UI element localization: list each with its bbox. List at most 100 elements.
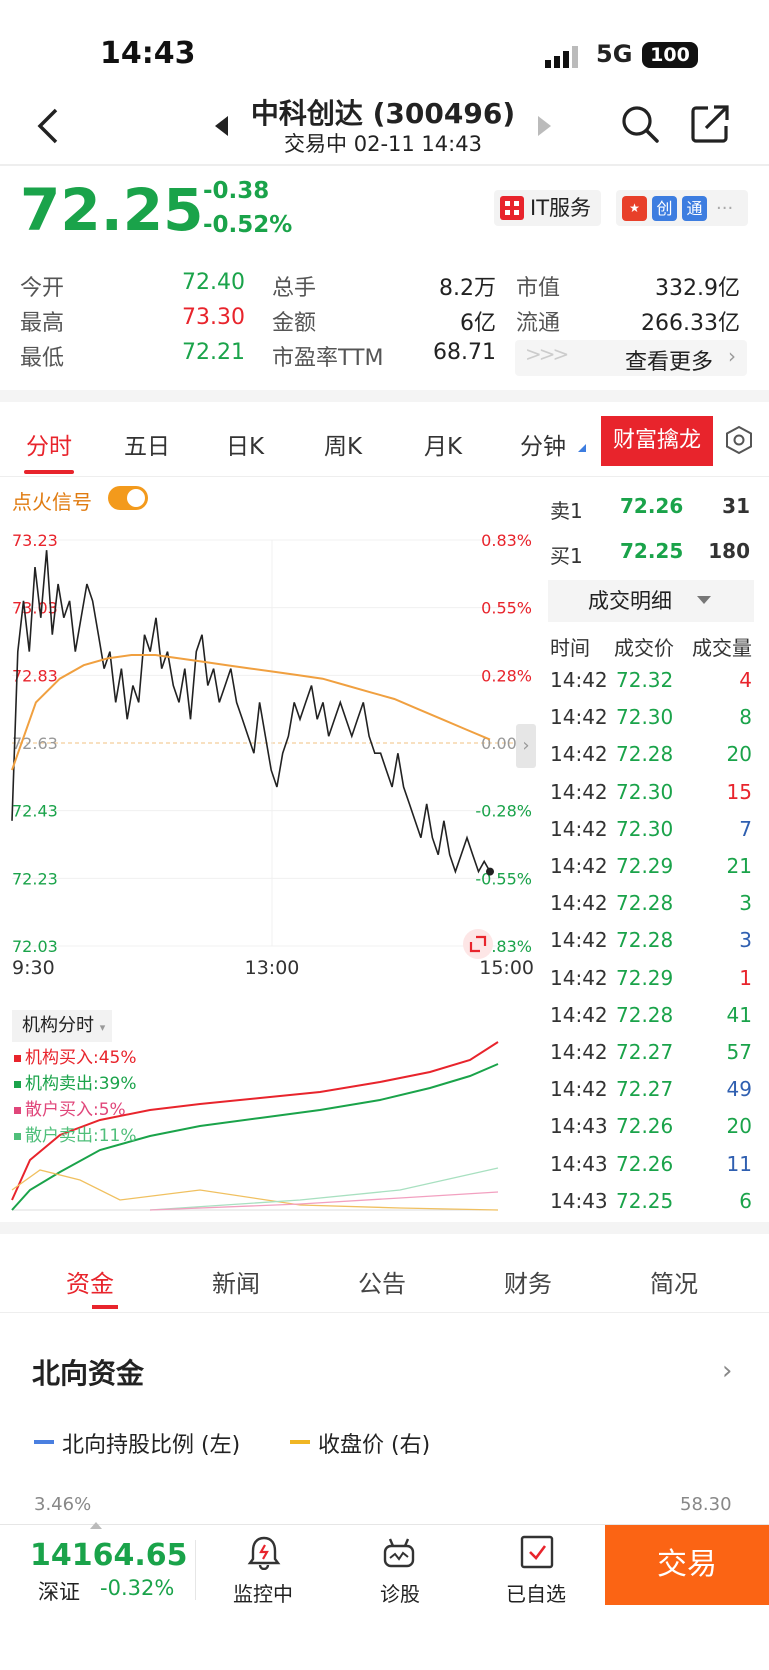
trade-volume: 1 bbox=[739, 965, 752, 990]
last-price-dot bbox=[486, 867, 494, 876]
network-type: 5G bbox=[596, 40, 633, 68]
share-icon[interactable] bbox=[690, 104, 730, 144]
robot-icon[interactable] bbox=[380, 1534, 418, 1570]
fortune-button[interactable]: 财富擒龙 bbox=[601, 416, 713, 466]
section-band bbox=[0, 1222, 769, 1234]
more-icon: ··· bbox=[716, 197, 734, 219]
info-tab[interactable]: 公告 bbox=[358, 1270, 406, 1298]
trade-price: 72.28 bbox=[616, 742, 674, 767]
trade-button[interactable]: 交易 bbox=[605, 1525, 769, 1605]
northbound-title: 北向资金 bbox=[32, 1357, 145, 1390]
info-tab[interactable]: 简况 bbox=[650, 1270, 698, 1298]
trade-time: 14:42 bbox=[550, 779, 608, 804]
back-icon[interactable] bbox=[34, 106, 64, 146]
nav-diagnose[interactable]: 诊股 bbox=[380, 1582, 420, 1606]
price-line bbox=[11, 550, 491, 875]
trade-price: 72.32 bbox=[616, 668, 674, 692]
legend-text: 机构买入:45% bbox=[25, 1048, 137, 1068]
trade-volume: 21 bbox=[726, 854, 752, 878]
ask-volume: 31 bbox=[722, 494, 750, 518]
nav-monitor[interactable]: 监控中 bbox=[233, 1582, 293, 1606]
col-price: 成交价 bbox=[614, 636, 674, 660]
concept-tags[interactable]: ★ 创 通 ··· bbox=[616, 190, 748, 226]
stat-value: 266.33亿 bbox=[641, 311, 740, 336]
chinext-tag: 创 bbox=[652, 195, 677, 221]
bid-price: 72.25 bbox=[620, 539, 684, 563]
next-stock-icon[interactable] bbox=[538, 116, 551, 136]
signal-toggle[interactable] bbox=[108, 486, 148, 510]
stat-label: 市盈率TTM bbox=[272, 346, 384, 371]
y-tick-label-left: 72.83 bbox=[12, 666, 58, 685]
caret-up-icon bbox=[90, 1522, 102, 1529]
retail-buy-line-b bbox=[149, 1191, 499, 1211]
industry-tag[interactable]: IT服务 bbox=[494, 190, 602, 226]
info-tab[interactable]: 资金 bbox=[66, 1270, 114, 1298]
inst-dropdown[interactable]: 机构分时 ▾ bbox=[12, 1010, 112, 1042]
chart-tab[interactable]: 日K bbox=[226, 434, 265, 460]
trade-volume: 4 bbox=[739, 668, 752, 692]
trade-time: 14:42 bbox=[550, 965, 608, 990]
nav-watchlist[interactable]: 已自选 bbox=[506, 1582, 566, 1606]
y-tick-label-right: 0.83% bbox=[481, 531, 532, 550]
trade-time: 14:43 bbox=[550, 1114, 608, 1139]
x-tick-label: 15:00 bbox=[479, 957, 534, 979]
settings-icon[interactable] bbox=[724, 425, 754, 455]
intraday-chart[interactable]: 73.2373.0372.8372.6372.4372.2372.030.83%… bbox=[0, 520, 545, 980]
chart-tab[interactable]: 五日 bbox=[124, 434, 170, 460]
trade-price: 72.30 bbox=[616, 705, 674, 730]
inst-legend-item: 机构买入:45% bbox=[14, 1043, 137, 1068]
trade-price: 72.30 bbox=[616, 779, 674, 804]
trade-price: 72.28 bbox=[616, 1002, 674, 1027]
legend-swatch bbox=[14, 1132, 21, 1140]
expand-icon[interactable] bbox=[462, 928, 494, 960]
prev-stock-icon[interactable] bbox=[215, 116, 228, 136]
y-tick-label-right: 0.55% bbox=[481, 599, 532, 618]
legend-swatch bbox=[14, 1080, 21, 1088]
avg-price-line bbox=[11, 654, 491, 771]
chart-tab[interactable]: 分时 bbox=[26, 434, 72, 460]
trade-volume: 20 bbox=[726, 1114, 752, 1139]
trade-price: 72.29 bbox=[616, 965, 674, 990]
trade-volume: 49 bbox=[726, 1077, 752, 1102]
legend-swatch bbox=[14, 1054, 21, 1062]
inst-dropdown-label: 机构分时 bbox=[22, 1015, 94, 1036]
watchlist-check-icon[interactable] bbox=[518, 1534, 556, 1570]
legend-swatch bbox=[14, 1106, 21, 1114]
see-more-button[interactable] bbox=[515, 340, 747, 376]
stat-label: 总手 bbox=[272, 276, 317, 301]
stat-value: 72.21 bbox=[182, 340, 245, 365]
info-tab[interactable]: 新闻 bbox=[212, 1270, 260, 1298]
info-tab[interactable]: 财务 bbox=[504, 1270, 552, 1298]
y-tick-label-left: 72.03 bbox=[12, 937, 58, 956]
trade-time: 14:42 bbox=[550, 1040, 608, 1064]
col-volume: 成交量 bbox=[692, 636, 752, 660]
connect-tag: 通 bbox=[682, 195, 707, 221]
index-value[interactable]: 14164.65 bbox=[30, 1538, 188, 1573]
inst-legend-item: 散户买入:5% bbox=[14, 1095, 126, 1120]
y-tick-label-left: 72.23 bbox=[12, 869, 58, 888]
search-icon[interactable] bbox=[620, 104, 660, 144]
trade-price: 72.26 bbox=[616, 1151, 674, 1176]
chart-tab[interactable]: 分钟 bbox=[520, 434, 566, 460]
trade-time: 14:42 bbox=[550, 668, 608, 692]
legend-text: 机构卖出:39% bbox=[25, 1074, 137, 1094]
bid-volume: 180 bbox=[708, 539, 750, 563]
chart-collapse-handle[interactable]: › bbox=[516, 724, 536, 768]
industry-label: IT服务 bbox=[530, 196, 592, 220]
chart-tab[interactable]: 周K bbox=[324, 434, 363, 460]
chart-tab[interactable]: 月K bbox=[424, 434, 463, 460]
section-band bbox=[0, 390, 769, 402]
corner-caret-icon bbox=[578, 444, 586, 452]
legend-text: 散户买入:5% bbox=[25, 1100, 126, 1120]
trade-time: 14:42 bbox=[550, 928, 608, 953]
price-change-pct: -0.52% bbox=[203, 212, 293, 238]
trade-detail-dropdown[interactable]: 成交明细 bbox=[548, 580, 754, 622]
index-change: -0.32% bbox=[100, 1576, 175, 1600]
chevron-right-icon[interactable]: › bbox=[722, 1356, 733, 1386]
legend-close-price: 收盘价 (右) bbox=[318, 1433, 431, 1458]
alarm-bell-icon[interactable] bbox=[245, 1534, 283, 1570]
inst-buy-line bbox=[11, 1041, 499, 1201]
trade-volume: 20 bbox=[726, 742, 752, 767]
trade-time: 14:43 bbox=[550, 1151, 608, 1176]
stat-value: 72.40 bbox=[182, 270, 245, 295]
